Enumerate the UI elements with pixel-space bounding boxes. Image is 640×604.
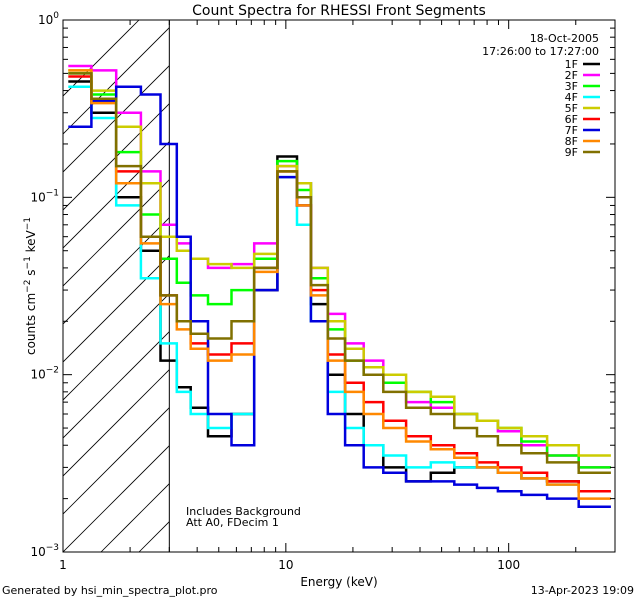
hatch-line	[63, 65, 170, 173]
plot-frame	[62, 19, 616, 553]
hatch-line	[63, 179, 170, 287]
series-4F	[68, 85, 611, 493]
x-axis-label: Energy (keV)	[300, 575, 377, 589]
hatch-line	[63, 217, 170, 325]
hatch-line	[63, 407, 170, 515]
chart-title: Count Spectra for RHESSI Front Segments	[192, 3, 486, 19]
series-3F	[68, 72, 611, 469]
hatch-line	[63, 20, 140, 97]
legend-label-3F: 3F	[565, 80, 578, 93]
hatch-line	[63, 27, 170, 135]
hatch-line	[633, 20, 640, 552]
hatch-line	[63, 369, 170, 477]
legend-label-6F: 6F	[565, 113, 578, 126]
y-tick-label: 100	[38, 11, 59, 27]
hatch-line	[100, 483, 170, 552]
note-attenuator: Att A0, FDecim 1	[186, 516, 279, 529]
legend-label-1F: 1F	[565, 58, 578, 71]
series-8F	[68, 69, 611, 500]
note-background: Includes Background	[186, 505, 301, 518]
hatched-region	[63, 20, 640, 552]
date-label: 18-Oct-2005	[530, 32, 599, 45]
y-tick-label: 10−1	[30, 188, 59, 204]
legend-label-7F: 7F	[565, 124, 578, 137]
hatch-line	[63, 103, 170, 211]
legend-label-8F: 8F	[565, 135, 578, 148]
footer-timestamp: 13-Apr-2023 19:09	[530, 584, 634, 597]
y-tick-label: 10−3	[30, 543, 59, 559]
hatch-line	[63, 445, 170, 552]
footer-generated: Generated by hsi_min_spectra_plot.pro	[2, 584, 218, 597]
legend-label-2F: 2F	[565, 69, 578, 82]
series-9F	[68, 72, 611, 474]
legend-label-9F: 9F	[565, 146, 578, 159]
x-tick-label: 10	[278, 558, 293, 572]
legend-label-5F: 5F	[565, 102, 578, 115]
series-2F	[68, 64, 611, 469]
series-1F	[68, 80, 611, 493]
x-tick-label: 100	[497, 558, 520, 572]
hatch-line	[63, 141, 170, 249]
legend-label-4F: 4F	[565, 91, 578, 104]
hatch-line	[63, 331, 170, 439]
hatch-line	[63, 255, 170, 363]
series-6F	[68, 75, 611, 493]
y-tick-label: 10−2	[30, 366, 59, 382]
x-tick-label: 1	[59, 558, 67, 572]
y-axis-label: counts cm−2 s−1 keV−1	[23, 217, 38, 355]
series-5F	[68, 69, 611, 457]
series-7F	[68, 85, 611, 508]
time-range-label: 17:26:00 to 17:27:00	[482, 45, 599, 58]
